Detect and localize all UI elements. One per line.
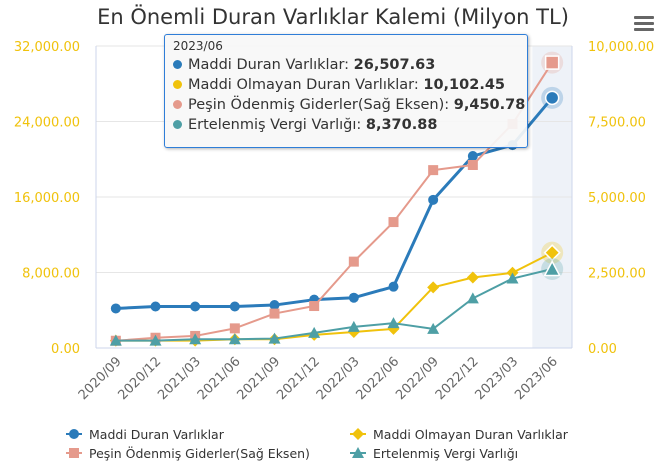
legend-item[interactable]: Peşin Ödenmiş Giderler(Sağ Eksen) [66, 445, 310, 461]
data-point[interactable] [269, 308, 280, 319]
data-point[interactable] [352, 447, 364, 458]
x-tick-label: 2020/12 [116, 354, 165, 403]
legend-item[interactable]: Maddi Duran Varlıklar [66, 427, 225, 442]
data-point[interactable] [269, 300, 280, 311]
series-line [115, 62, 554, 342]
data-point[interactable] [268, 332, 281, 344]
tooltip-header: 2023/06 [173, 39, 223, 53]
legend-label: Ertelenmiş Vergi Varlığı [373, 446, 518, 461]
legend-label: Maddi Duran Varlıklar [89, 427, 225, 442]
data-point[interactable] [467, 159, 478, 170]
series-line [115, 96, 554, 310]
data-point[interactable] [149, 334, 162, 346]
data-point[interactable] [544, 90, 560, 106]
series-line [115, 251, 553, 342]
x-tick-label: 2020/09 [76, 354, 125, 403]
y-left-tick: 24,000.00 [14, 116, 80, 131]
data-point[interactable] [543, 259, 561, 277]
data-point[interactable] [309, 301, 320, 312]
x-tick-label: 2023/03 [473, 354, 522, 403]
data-point[interactable] [428, 165, 439, 176]
chart-menu-button[interactable] [634, 16, 654, 34]
series-line [115, 268, 553, 342]
chart-title: En Önemli Duran Varlıklar Kalemi (Milyon… [97, 4, 569, 29]
data-point[interactable] [348, 256, 359, 267]
data-point[interactable] [387, 317, 400, 329]
y-right-tick: 10,000.00 [588, 40, 654, 55]
data-point[interactable] [388, 217, 399, 228]
data-point[interactable] [467, 151, 478, 162]
data-point[interactable] [428, 194, 439, 205]
y-left-tick: 8,000.00 [22, 267, 80, 282]
legend-label: Peşin Ödenmiş Giderler(Sağ Eksen) [89, 445, 310, 461]
tooltip-row: Maddi Olmayan Duran Varlıklar: 10,102.45 [173, 75, 519, 95]
y-right-tick: 7,500.00 [588, 116, 646, 131]
x-tick-label: 2021/06 [195, 354, 244, 403]
series-1 [109, 241, 564, 347]
y-right-tick: 5,000.00 [588, 191, 646, 206]
data-point[interactable] [352, 428, 364, 440]
data-point[interactable] [69, 448, 79, 458]
data-point[interactable] [110, 303, 121, 314]
legend-item[interactable]: Ertelenmiş Vergi Varlığı [350, 446, 518, 461]
x-tick-label: 2022/12 [433, 354, 482, 403]
data-point[interactable] [109, 334, 122, 346]
x-tick-label: 2022/09 [393, 354, 442, 403]
data-point[interactable] [228, 333, 241, 345]
x-tick-label: 2021/03 [155, 354, 204, 403]
y-right-tick: 0.00 [588, 342, 617, 357]
data-point[interactable] [190, 301, 201, 312]
data-point[interactable] [544, 55, 560, 70]
data-point[interactable] [506, 272, 519, 284]
y-right-tick: 2,500.00 [588, 267, 646, 282]
legend-item[interactable]: Maddi Olmayan Duran Varlıklar [350, 427, 569, 442]
x-tick-label: 2021/12 [274, 354, 323, 403]
data-point[interactable] [229, 301, 240, 312]
x-tick-label: 2022/03 [314, 354, 363, 403]
data-point[interactable] [427, 322, 440, 334]
data-point[interactable] [189, 333, 202, 345]
data-point[interactable] [348, 292, 359, 303]
data-point[interactable] [388, 281, 399, 292]
series-0 [110, 86, 564, 314]
y-left-tick: 32,000.00 [14, 40, 80, 55]
data-point[interactable] [69, 429, 79, 439]
data-point[interactable] [229, 323, 240, 334]
data-point[interactable] [150, 301, 161, 312]
data-point[interactable] [347, 320, 360, 332]
data-point[interactable] [466, 271, 479, 284]
tooltip-row: Peşin Ödenmiş Giderler(Sağ Eksen): 9,450… [173, 95, 525, 115]
tooltip-row: Ertelenmiş Vergi Varlığı: 8,370.88 [173, 115, 519, 135]
x-tick-label: 2023/06 [512, 354, 561, 403]
series-3 [109, 257, 564, 346]
y-left-tick: 0.00 [51, 342, 80, 357]
x-tick-label: 2021/09 [235, 354, 284, 403]
data-point[interactable] [308, 326, 321, 338]
x-tick-label: 2022/06 [354, 354, 403, 403]
y-left-tick: 16,000.00 [14, 191, 80, 206]
data-point[interactable] [466, 292, 479, 304]
tooltip-row: Maddi Duran Varlıklar: 26,507.63 [173, 55, 519, 75]
tooltip: 2023/06 Maddi Duran Varlıklar: 26,507.63… [164, 34, 528, 148]
legend-label: Maddi Olmayan Duran Varlıklar [373, 427, 569, 442]
data-point[interactable] [427, 281, 440, 294]
